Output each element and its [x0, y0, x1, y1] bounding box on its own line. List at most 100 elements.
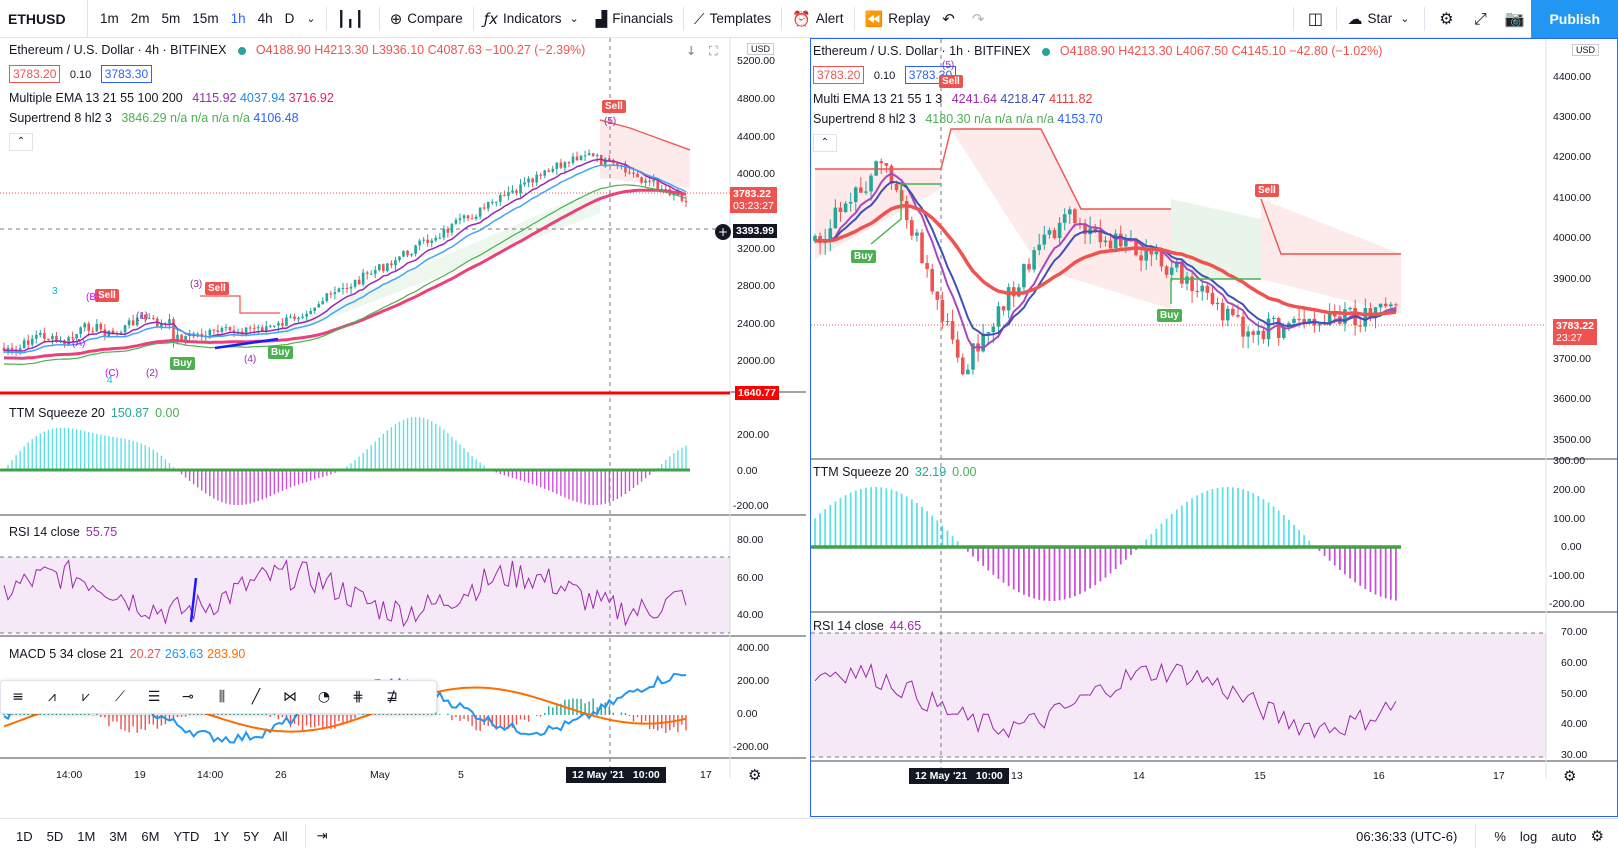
- range-1d[interactable]: 1D: [16, 828, 33, 844]
- candle-body: [111, 330, 115, 334]
- interval-5m[interactable]: 5m: [161, 11, 181, 26]
- range-1y[interactable]: 1Y: [213, 828, 230, 844]
- macd-legend[interactable]: MACD 5 34 close 21 20.27 263.63 283.90: [9, 647, 245, 661]
- interval-1m[interactable]: 1m: [100, 11, 119, 26]
- currency-label[interactable]: USD: [1572, 44, 1600, 56]
- maximize-pane-icon[interactable]: ⛶: [709, 43, 718, 58]
- chart-canvas-4h[interactable]: [0, 38, 806, 817]
- drag-handle-icon[interactable]: ≡: [12, 689, 24, 705]
- candle-body: [1302, 319, 1306, 323]
- candle-body: [22, 340, 26, 349]
- pattern-icon[interactable]: ⋈: [283, 689, 297, 705]
- settings-gear-icon[interactable]: ⚙: [1590, 827, 1604, 845]
- candle-body: [232, 330, 236, 333]
- candle-body: [1022, 264, 1026, 288]
- rsi-legend[interactable]: RSI 14 close 55.75: [9, 525, 117, 539]
- axis-settings-gear-icon[interactable]: ⚙: [1563, 767, 1577, 785]
- wave-label: (2): [146, 368, 159, 379]
- supertrend-legend[interactable]: Supertrend 8 hl2 3 3846.29 n/a n/a n/a n…: [9, 111, 299, 125]
- parallel-channel-icon[interactable]: ⋕: [352, 689, 364, 705]
- scroll-down-icon[interactable]: ↓: [686, 43, 697, 58]
- add-plus-icon[interactable]: +: [715, 224, 731, 240]
- interval-dropdown-chevron-icon[interactable]: ⌄: [306, 12, 316, 25]
- settings-gear-icon[interactable]: ⚙: [1439, 9, 1454, 28]
- macd-tick: 200.00: [737, 675, 770, 687]
- elliott-correction-icon[interactable]: ⩗: [82, 689, 90, 705]
- log-toggle[interactable]: log: [1519, 828, 1538, 844]
- ema-value-2: 4037.94: [239, 91, 286, 105]
- candle-body: [1180, 261, 1184, 284]
- time-tick: 15: [1254, 770, 1266, 782]
- gann-fan-icon[interactable]: ◔: [317, 689, 331, 705]
- ttm-legend[interactable]: TTM Squeeze 20 32.19 0.00: [813, 465, 977, 479]
- redo-button[interactable]: ↷: [966, 0, 996, 38]
- financials-button[interactable]: ▟ Financials: [590, 0, 679, 38]
- trend-line-icon[interactable]: ⟋: [115, 689, 125, 705]
- regression-channel-icon[interactable]: ⋣: [386, 689, 398, 705]
- series-legend: Ethereum / U.S. Dollar · 4h · BITFINEX O…: [9, 43, 585, 57]
- line-icon[interactable]: ╱: [251, 689, 261, 705]
- fullscreen-icon[interactable]: ⤢: [1474, 8, 1487, 28]
- camera-icon[interactable]: 📷: [1504, 9, 1525, 28]
- range-5d[interactable]: 5D: [46, 828, 64, 844]
- alert-button[interactable]: ⏰ Alert: [786, 0, 849, 38]
- horizontal-ray-icon[interactable]: ⊸: [182, 689, 194, 705]
- last-price: 3783.22: [1556, 320, 1594, 332]
- candle-body: [478, 207, 482, 217]
- percent-toggle[interactable]: %: [1494, 828, 1506, 844]
- publish-button[interactable]: Publish: [1531, 0, 1618, 38]
- interval-d[interactable]: D: [284, 11, 295, 26]
- interval-1h[interactable]: 1h: [230, 11, 246, 26]
- bar-countdown: 23:27: [1556, 332, 1583, 344]
- candle-body: [1368, 308, 1373, 317]
- auto-toggle[interactable]: auto: [1551, 828, 1577, 844]
- replay-button[interactable]: ⏪ Replay: [859, 0, 937, 38]
- chart-pane-4h[interactable]: Ethereum / U.S. Dollar · 4h · BITFINEX O…: [0, 38, 806, 817]
- undo-button[interactable]: ↶: [936, 0, 966, 38]
- chart-pane-1h[interactable]: Ethereum / U.S. Dollar · 1h · BITFINEX O…: [810, 38, 1618, 817]
- supertrend-legend[interactable]: Supertrend 8 hl2 3 4180.30 n/a n/a n/a n…: [813, 112, 1103, 126]
- range-5y[interactable]: 5Y: [243, 828, 260, 844]
- collapse-legend-chevron-up-icon[interactable]: ⌃: [813, 134, 837, 152]
- chart-canvas-1h[interactable]: [811, 39, 1617, 816]
- divider: [1424, 6, 1426, 31]
- go-to-date-icon[interactable]: ⇥: [316, 828, 328, 844]
- candle-body: [1006, 287, 1011, 311]
- templates-button[interactable]: ⟋ Templates: [688, 0, 777, 38]
- interval-15m[interactable]: 15m: [192, 11, 219, 26]
- clock-timezone[interactable]: 06:36:33 (UTC-6): [1356, 828, 1458, 844]
- range-ytd[interactable]: YTD: [173, 828, 200, 844]
- interval-4h[interactable]: 4h: [257, 11, 273, 26]
- candle-body: [503, 195, 506, 197]
- candle-body: [1149, 247, 1154, 255]
- elliott-impulse-icon[interactable]: ⩘: [48, 689, 56, 705]
- fib-retracement-icon[interactable]: ☰: [147, 689, 161, 705]
- chart-type-button[interactable]: ┃╻┃: [331, 0, 375, 38]
- range-6m[interactable]: 6M: [141, 828, 160, 844]
- currency-label[interactable]: USD: [747, 43, 775, 55]
- candle-body: [547, 170, 551, 172]
- interval-2m[interactable]: 2m: [130, 11, 150, 26]
- collapse-legend-chevron-up-icon[interactable]: ⌃: [9, 133, 33, 151]
- layout-icon[interactable]: ◫: [1307, 9, 1324, 28]
- rsi-legend[interactable]: RSI 14 close 44.65: [813, 619, 921, 633]
- indicators-button[interactable]: ƒx Indicators ⌄: [478, 0, 590, 38]
- buy-price-box[interactable]: 3783.30: [100, 65, 153, 83]
- candle-body: [563, 162, 567, 168]
- sell-price-box[interactable]: 3783.20: [9, 65, 61, 83]
- range-3m[interactable]: 3M: [109, 828, 128, 844]
- candle-body: [632, 172, 635, 174]
- sell-price-box[interactable]: 3783.20: [813, 66, 865, 84]
- range-all[interactable]: All: [273, 828, 288, 844]
- series-title[interactable]: Ethereum / U.S. Dollar · 1h · BITFINEX: [813, 44, 1031, 58]
- ema-legend[interactable]: Multi EMA 13 21 55 1 3 4241.64 4218.47 4…: [813, 92, 1092, 106]
- pitchfork-icon[interactable]: ⫼: [218, 689, 226, 705]
- ttm-legend[interactable]: TTM Squeeze 20 150.87 0.00: [9, 406, 179, 420]
- compare-button[interactable]: ⊕ Compare: [384, 0, 469, 38]
- axis-settings-gear-icon[interactable]: ⚙: [748, 766, 762, 784]
- ema-legend[interactable]: Multiple EMA 13 21 55 100 200 4115.92 40…: [9, 91, 334, 105]
- star-button[interactable]: ☁ Star ⌄: [1341, 0, 1420, 38]
- symbol-search[interactable]: ETHUSD: [0, 0, 88, 38]
- series-title[interactable]: Ethereum / U.S. Dollar · 4h · BITFINEX: [9, 43, 227, 57]
- range-1m[interactable]: 1M: [77, 828, 96, 844]
